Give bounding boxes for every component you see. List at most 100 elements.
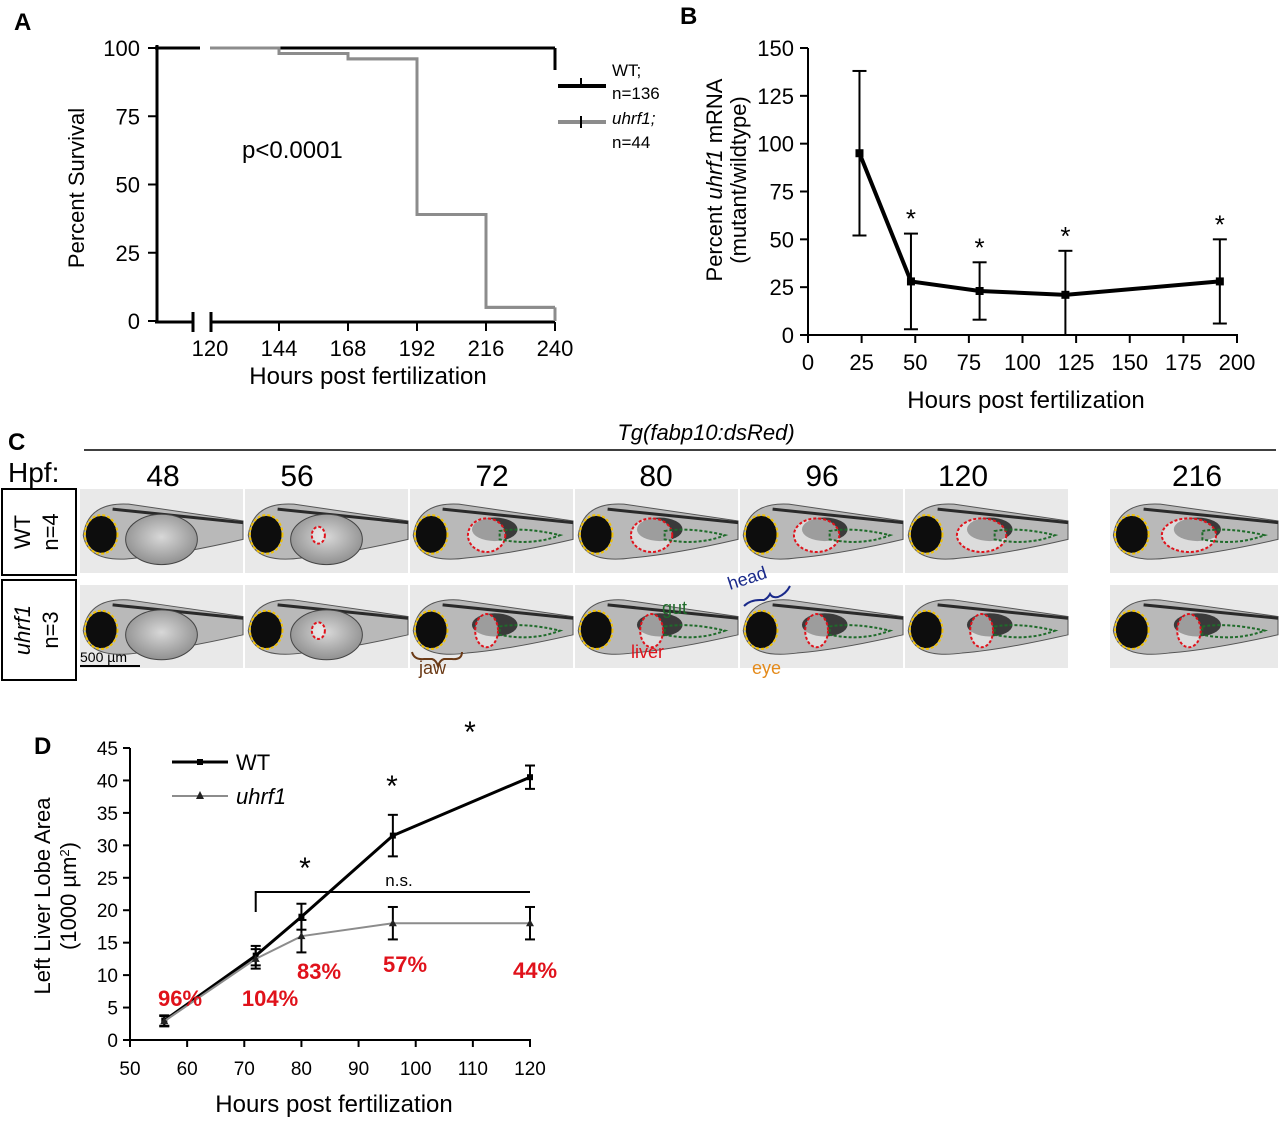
panel-c-timepoints: 48 56 72 80 96 120 216 [146, 460, 1222, 493]
larva-eye [910, 515, 942, 553]
larva-eye [910, 611, 942, 649]
yolk [290, 609, 363, 661]
larva-image [905, 489, 1069, 573]
data-point-uhrf1 [297, 932, 306, 940]
x-tick-label: 144 [261, 336, 298, 361]
liver-outline [474, 613, 500, 649]
significance-star: * [464, 716, 476, 749]
y-tick-label: 10 [97, 966, 118, 987]
panel-b-series: * * * * [852, 69, 1227, 336]
significance-star: * [975, 232, 985, 262]
larva-eye [1115, 611, 1148, 649]
series-uhrf1-line [163, 922, 530, 1023]
legend-d-mutant-marker [196, 791, 204, 799]
percent-label: 104% [242, 986, 298, 1011]
larva-eye [85, 515, 117, 553]
legend-wt-label-1: WT; [612, 61, 641, 80]
x-tick-label: 50 [119, 1059, 140, 1080]
panel-label-c: C [8, 429, 25, 456]
eye-outline [248, 514, 284, 555]
larva-image [80, 585, 244, 668]
data-point-uhrf1 [251, 954, 260, 962]
y-tick-label: 35 [97, 804, 118, 825]
ns-bracket [254, 891, 530, 912]
x-tick-label: 50 [903, 350, 927, 375]
x-tick-label: 0 [802, 350, 814, 375]
annotation-jaw: jaw [418, 658, 447, 678]
gut-outline [663, 624, 729, 639]
panel-label-b: B [680, 3, 697, 30]
head-bracket [743, 585, 791, 607]
x-tick-label: 90 [348, 1059, 369, 1080]
panel-d: D Left Liver Lobe Area (1000 µm2) Hours … [30, 716, 557, 1118]
panel-d-series: n.s. * * * 96% 104%83% 57% 44% [158, 716, 557, 1028]
liver-outline [629, 517, 674, 554]
panel-b-ylabel-line2: (mutant/wildtype) [726, 96, 751, 264]
y-tick-label: 25 [97, 869, 118, 890]
percent-label: 83% [297, 959, 341, 984]
pigment-stripe [772, 603, 904, 620]
y-tick-label: 25 [770, 275, 794, 300]
x-tick-label: 100 [1004, 350, 1041, 375]
row-label-uhrf1-text-2: n=3 [38, 611, 63, 648]
panel-label-d: D [34, 733, 51, 760]
larva-image [245, 585, 409, 668]
gut-outline [498, 528, 564, 543]
liver-outline [955, 517, 1008, 554]
larva-image [740, 489, 904, 573]
annotation-liver: liver [631, 642, 664, 662]
y-tick-label: 25 [116, 241, 140, 266]
x-tick-label: 150 [1111, 350, 1148, 375]
panel-label-a: A [14, 9, 31, 36]
x-tick-label: 110 [458, 1059, 488, 1080]
percent-label: 57% [383, 952, 427, 977]
x-tick-label: 75 [957, 350, 981, 375]
panel-c-image-grid [80, 489, 1279, 668]
series-uhrf1-step [277, 48, 555, 309]
data-point-wt [298, 913, 305, 920]
y-tick-label: 15 [97, 934, 118, 955]
x-tick-label: 192 [399, 336, 436, 361]
data-point-uhrf1 [526, 919, 534, 927]
yolk [290, 513, 363, 566]
y-tick-label: 50 [770, 227, 794, 252]
eye-outline [743, 609, 779, 650]
pigment-stripe [1143, 507, 1279, 525]
y-tick-label: 125 [757, 84, 794, 109]
pigment-stripe [277, 507, 409, 525]
gut-outline [993, 624, 1059, 639]
x-tick-label: 120 [514, 1059, 546, 1080]
pigment-stripe [1143, 603, 1279, 620]
larva-eye [415, 611, 447, 649]
y-tick-label: 30 [97, 836, 118, 857]
significance-star: * [906, 204, 916, 234]
pigment-stripe [112, 603, 244, 620]
legend-mutant-label-1: uhrf1; [612, 109, 656, 128]
data-point-wt [389, 832, 396, 839]
x-tick-label: 60 [177, 1059, 198, 1080]
y-tick-label: 0 [782, 323, 794, 348]
y-tick-label: 45 [97, 739, 118, 760]
panel-d-legend: WT uhrf1 [172, 750, 286, 809]
liver-outline [1160, 517, 1218, 554]
eye-outline [83, 514, 119, 555]
y-tick-label: 0 [128, 309, 140, 334]
timepoint-label: 120 [938, 460, 988, 493]
pigment-stripe [442, 507, 574, 525]
panel-b-ylabel-line1: Percent uhrf1 mRNA [702, 78, 727, 281]
panel-a-axes: 0 25 50 75 100 120 144 168 192 216 240 [103, 36, 573, 361]
gut-outline [1201, 528, 1269, 543]
larva-image [1110, 585, 1279, 668]
significance-star: * [1060, 221, 1070, 251]
panel-a-legend: WT; n=136 uhrf1; n=44 [558, 61, 660, 152]
liver-outline [969, 613, 995, 649]
gut-outline [828, 528, 894, 543]
annotation-gut: gut [662, 598, 687, 618]
eye-outline [413, 609, 449, 650]
legend-mutant-label-2: n=44 [612, 133, 650, 152]
legend-d-wt-label: WT [236, 750, 270, 775]
y-tick-label: 0 [107, 1031, 118, 1052]
timepoint-label: 48 [146, 460, 179, 493]
legend-wt-label-2: n=136 [612, 84, 660, 103]
pigment-stripe [607, 507, 739, 525]
